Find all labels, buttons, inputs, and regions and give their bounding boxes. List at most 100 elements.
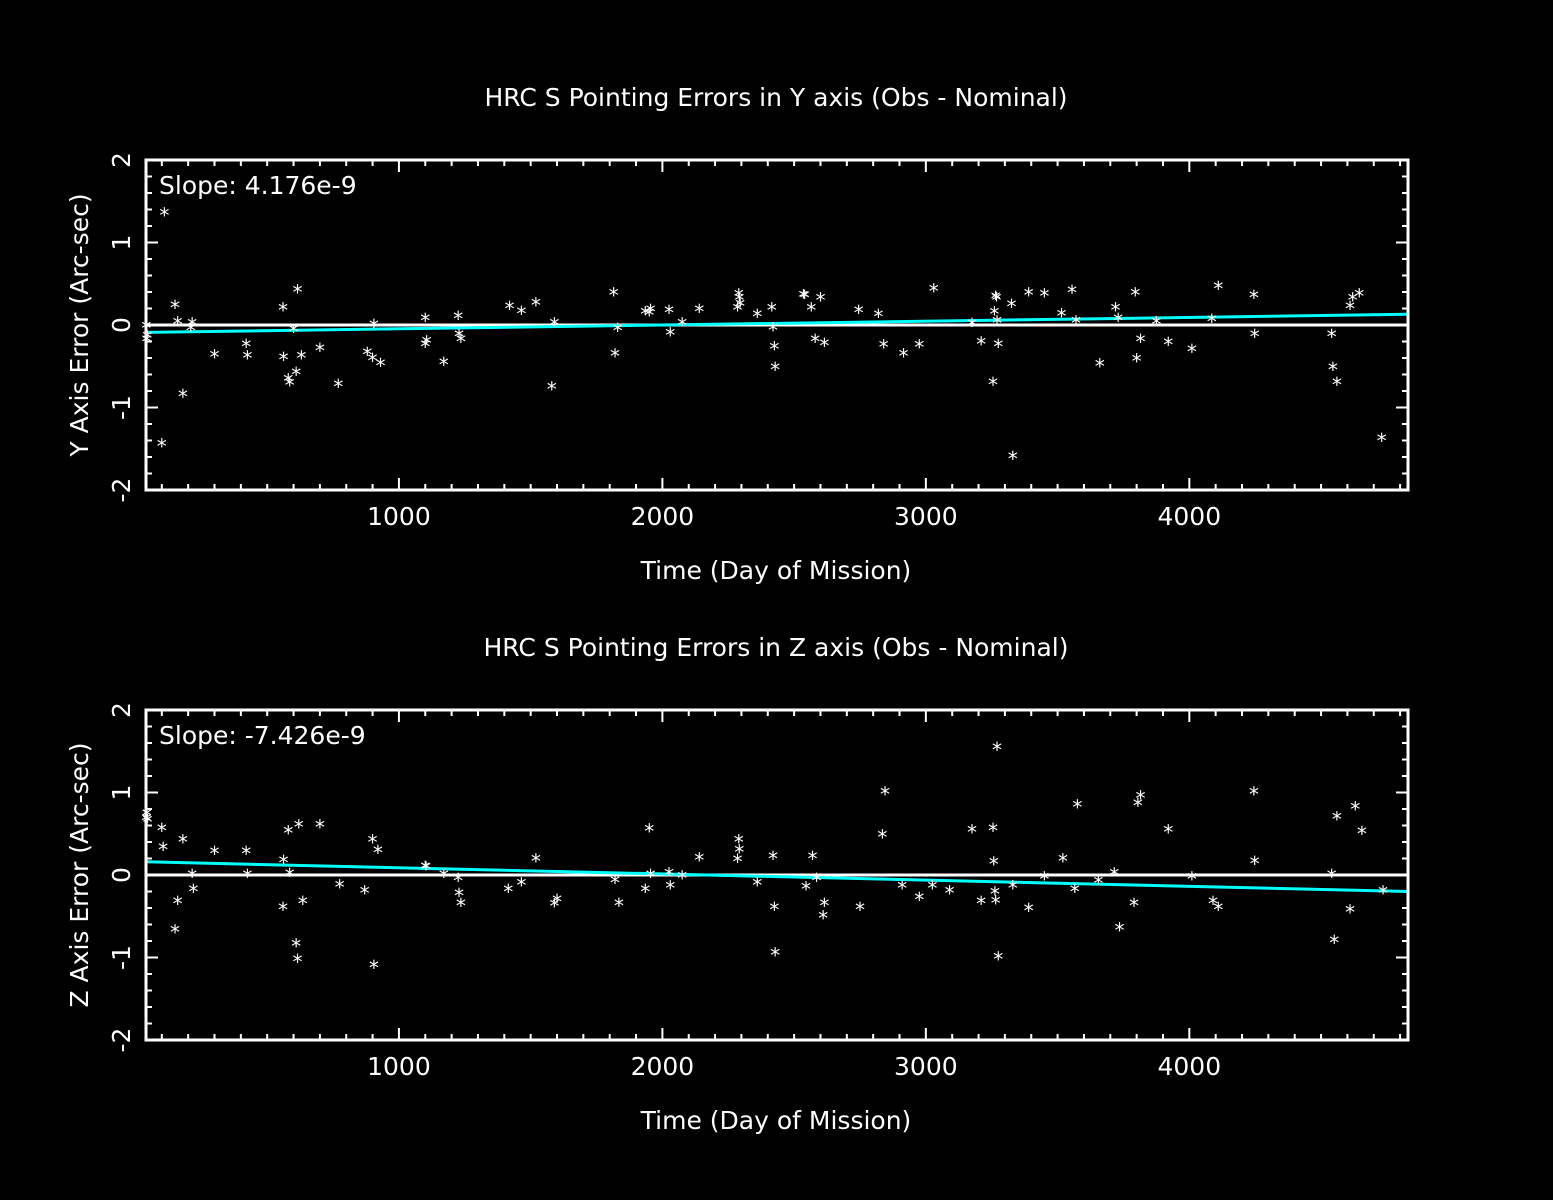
data-point: * xyxy=(504,297,516,321)
y-tick-label: 1 xyxy=(107,235,136,251)
data-point: * xyxy=(169,920,181,944)
data-point: * xyxy=(818,894,830,918)
data-point: * xyxy=(990,289,1002,313)
data-point: * xyxy=(926,877,938,901)
data-point: * xyxy=(733,830,745,854)
data-point: * xyxy=(1356,822,1368,846)
data-point: * xyxy=(1108,863,1120,887)
data-point: * xyxy=(277,898,289,922)
data-point: * xyxy=(282,369,294,393)
data-point: * xyxy=(1186,867,1198,891)
data-point: * xyxy=(913,888,925,912)
data-point: * xyxy=(368,315,380,339)
x-axis-label: Time (Day of Mission) xyxy=(640,556,912,585)
data-point: * xyxy=(546,378,558,402)
data-point: * xyxy=(1206,310,1218,334)
data-point: * xyxy=(1344,297,1356,321)
data-point: * xyxy=(548,313,560,337)
data-point: * xyxy=(944,882,956,906)
data-point: * xyxy=(1347,289,1359,313)
trend-fit-line xyxy=(145,312,1409,334)
data-point: * xyxy=(314,816,326,840)
data-point: * xyxy=(991,312,1003,336)
data-point: * xyxy=(1110,299,1122,323)
data-point: * xyxy=(455,894,467,918)
x-tick-label: 2000 xyxy=(631,1052,695,1081)
data-point: * xyxy=(734,294,746,318)
y-axis-label: Z Axis Error (Arc-sec) xyxy=(65,742,94,1007)
data-point: * xyxy=(876,825,888,849)
data-point: * xyxy=(733,284,745,308)
data-point: * xyxy=(419,335,431,359)
chart-title: HRC S Pointing Errors in Y axis (Obs - N… xyxy=(484,83,1067,112)
data-point: * xyxy=(372,841,384,865)
data-point: * xyxy=(156,819,168,843)
data-point: * xyxy=(187,880,199,904)
data-point: * xyxy=(1162,820,1174,844)
data-point: * xyxy=(768,898,780,922)
trend-fit-line xyxy=(145,860,1409,893)
data-point: * xyxy=(186,865,198,889)
data-point: * xyxy=(1092,872,1104,896)
data-point: * xyxy=(240,842,252,866)
data-point: * xyxy=(990,287,1002,311)
data-point: * xyxy=(810,869,822,893)
data-point: * xyxy=(1069,880,1081,904)
data-point: * xyxy=(208,346,220,370)
data-point: * xyxy=(814,289,826,313)
data-point: * xyxy=(169,296,181,320)
data-point: * xyxy=(515,302,527,326)
y-tick-label: -1 xyxy=(107,395,136,420)
x-tick-label: 1000 xyxy=(367,1052,431,1081)
data-point: * xyxy=(1377,882,1389,906)
data-point: * xyxy=(368,956,380,980)
data-point: * xyxy=(975,332,987,356)
data-point: * xyxy=(769,943,781,967)
data-point: * xyxy=(1023,284,1035,308)
data-point: * xyxy=(452,869,464,893)
x-axis-label: Time (Day of Mission) xyxy=(640,1106,912,1135)
data-point: * xyxy=(992,948,1004,972)
data-point: * xyxy=(551,890,563,914)
y-tick-label: 2 xyxy=(107,152,136,168)
data-point: * xyxy=(1038,284,1050,308)
data-point: * xyxy=(367,830,379,854)
data-point: * xyxy=(1353,284,1365,308)
data-point: * xyxy=(278,348,290,372)
data-point: * xyxy=(854,898,866,922)
data-point: * xyxy=(731,299,743,323)
data-point: * xyxy=(367,349,379,373)
data-point: * xyxy=(818,334,830,358)
data-point: * xyxy=(295,346,307,370)
data-point: * xyxy=(987,819,999,843)
data-point: * xyxy=(733,289,745,313)
data-point: * xyxy=(897,345,909,369)
data-point: * xyxy=(609,871,621,895)
data-point: * xyxy=(185,319,197,343)
data-point: * xyxy=(515,873,527,897)
data-point: * xyxy=(293,816,305,840)
data-point: * xyxy=(1327,358,1339,382)
slope-annotation: Slope: 4.176e-9 xyxy=(159,171,357,200)
data-point: * xyxy=(676,313,688,337)
data-point: * xyxy=(1129,284,1141,308)
z-axis-error-panel: HRC S Pointing Errors in Z axis (Obs - N… xyxy=(65,633,1410,1135)
data-point: * xyxy=(502,880,514,904)
data-point: * xyxy=(438,865,450,889)
data-point: * xyxy=(799,286,811,310)
data-point: * xyxy=(767,318,779,342)
data-point: * xyxy=(966,820,978,844)
data-point: * xyxy=(896,877,908,901)
data-point: * xyxy=(1135,330,1147,354)
data-point: * xyxy=(1132,794,1144,818)
data-point: * xyxy=(172,892,184,916)
y-tick-label: -2 xyxy=(107,1028,136,1053)
data-point: * xyxy=(1070,312,1082,336)
data-point: * xyxy=(1007,447,1019,471)
data-point: * xyxy=(733,840,745,864)
data-point: * xyxy=(1005,295,1017,319)
data-point: * xyxy=(797,285,809,309)
data-point: * xyxy=(1248,286,1260,310)
data-point: * xyxy=(530,294,542,318)
